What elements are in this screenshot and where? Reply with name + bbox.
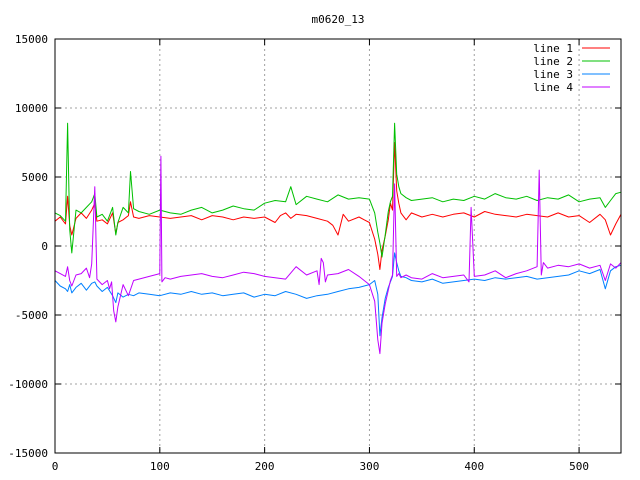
x-tick-label: 300 [360, 460, 380, 473]
y-tick-label: 0 [41, 240, 48, 253]
grid [55, 39, 621, 453]
y-tick-label: 10000 [15, 102, 48, 115]
x-tick-label: 0 [52, 460, 59, 473]
series-line-1 [54, 142, 622, 270]
series-line-2 [54, 122, 622, 258]
legend-label: line 4 [533, 81, 573, 94]
y-tick-label: -10000 [8, 378, 48, 391]
legend-label: line 3 [533, 68, 573, 81]
y-tick-label: 5000 [22, 171, 49, 184]
x-tick-label: 100 [150, 460, 170, 473]
y-tick-label: -15000 [8, 447, 48, 460]
y-tick-label: 15000 [15, 33, 48, 46]
x-tick-label: 400 [464, 460, 484, 473]
legend-label: line 1 [533, 42, 573, 55]
y-tick-label: -5000 [15, 309, 48, 322]
chart-title: m0620_13 [312, 13, 365, 26]
series-line-4 [54, 155, 622, 355]
axis-ticks: 0 100 200 300 400 500 -15000 -10000 -5000 0 5000 10… [8, 33, 621, 473]
x-tick-label: 200 [255, 460, 275, 473]
series-group [54, 122, 622, 355]
series-line-3 [54, 252, 622, 337]
x-tick-label: 500 [569, 460, 589, 473]
legend-label: line 2 [533, 55, 573, 68]
